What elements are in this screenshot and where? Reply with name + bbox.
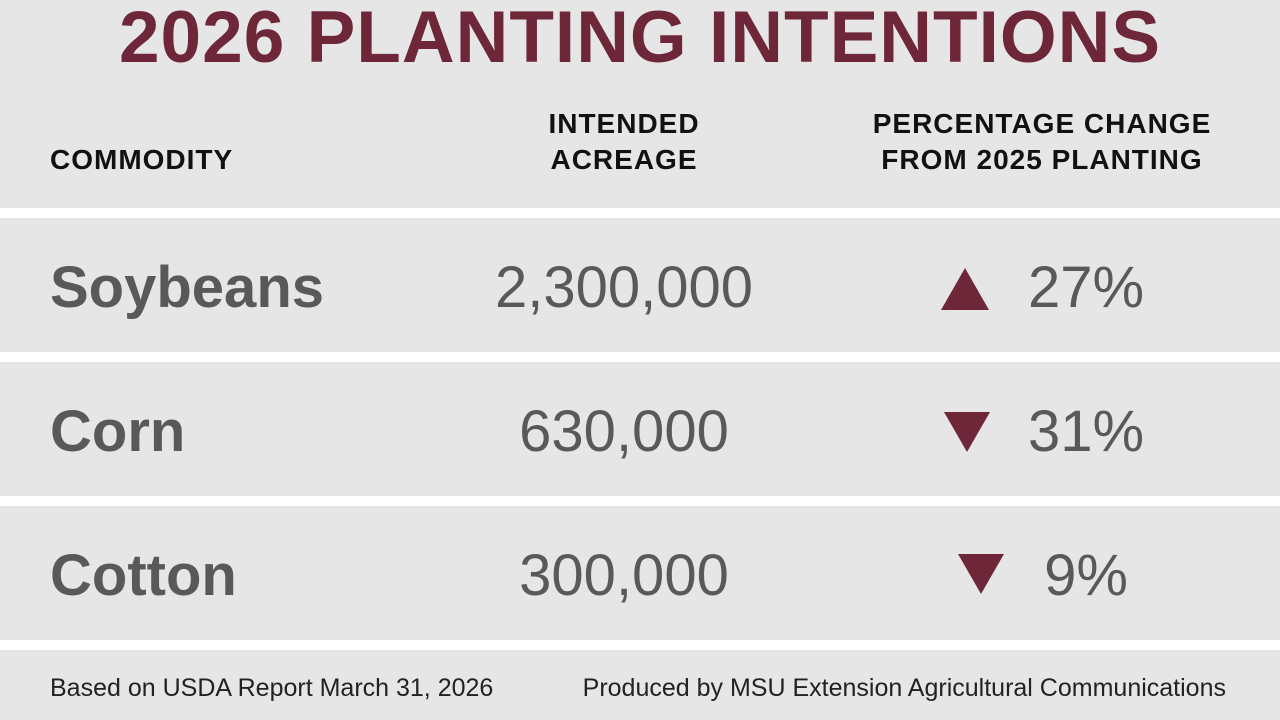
footer-band xyxy=(0,650,1280,720)
column-header: PERCENTAGE CHANGE FROM 2025 PLANTING xyxy=(872,108,1212,175)
header-band xyxy=(0,0,1280,208)
down-arrow xyxy=(944,412,990,452)
title: 2026 PLANTING INTENTIONS xyxy=(118,0,1162,78)
row-band xyxy=(0,362,1280,496)
row-band xyxy=(0,506,1280,640)
footer-credit: Produced by MSU Extension Agricultural C… xyxy=(582,674,1226,702)
commodity: Corn xyxy=(50,399,186,464)
change: 27% xyxy=(1027,255,1145,320)
commodity: Soybeans xyxy=(50,255,324,320)
footer-note: Based on USDA Report March 31, 2026 xyxy=(50,674,494,702)
row-band xyxy=(0,218,1280,352)
change: 9% xyxy=(1044,543,1128,608)
acreage: 300,000 xyxy=(519,543,729,608)
commodity: Cotton xyxy=(50,543,237,608)
acreage: 630,000 xyxy=(519,399,729,464)
acreage: 2,300,000 xyxy=(494,255,754,320)
down-arrow xyxy=(958,554,1004,594)
up-arrow xyxy=(941,268,989,310)
column-header: INTENDED ACREAGE xyxy=(548,108,700,175)
change: 31% xyxy=(1027,399,1145,464)
column-header: COMMODITY xyxy=(50,144,234,175)
